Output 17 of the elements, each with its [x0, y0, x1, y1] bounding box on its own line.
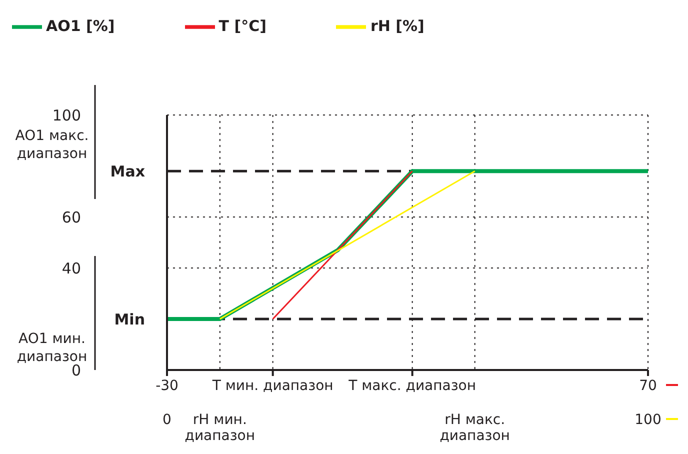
x2-tick-label: 0	[162, 412, 172, 428]
y-tick-label: 40	[62, 259, 81, 278]
ref-line-label: Max	[110, 162, 146, 180]
ref-line-label: Min	[114, 310, 145, 328]
legend-label: AO1 [%]	[46, 17, 115, 36]
x-tick-label: T макс. диапазон	[348, 378, 476, 394]
y-tick-label: 60	[62, 208, 81, 226]
x-tick-label: T мин. диапазон	[211, 378, 334, 394]
legend-label: T [°C]	[218, 17, 266, 36]
text: AO1 макс. диапазон	[15, 128, 89, 162]
y-tick-label: 100	[52, 106, 81, 124]
legend-label: rH [%]	[370, 17, 424, 36]
x2-tick-label: rH мин. диапазон	[184, 412, 256, 444]
x-tick-label: 70	[639, 378, 657, 394]
x-tick-label: -30	[156, 378, 178, 394]
x2-tick-label: rH макс. диапазон	[440, 412, 510, 444]
x2-tick-label: 100	[634, 412, 662, 428]
